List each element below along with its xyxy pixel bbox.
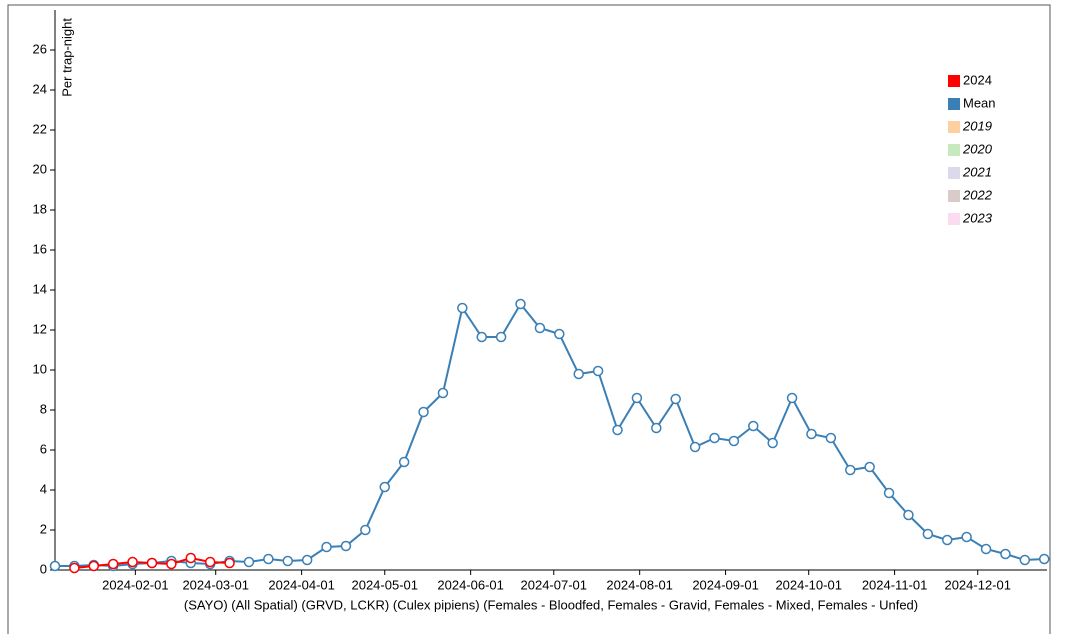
y-tick-label: 0	[40, 561, 47, 576]
data-point	[107, 558, 119, 570]
legend-label: 2020	[962, 141, 993, 156]
data-point	[398, 456, 410, 468]
legend-label: Mean	[963, 95, 996, 110]
data-point	[728, 435, 740, 447]
y-tick-label: 4	[40, 481, 47, 496]
y-tick-label: 22	[33, 121, 47, 136]
legend-swatch	[948, 213, 960, 225]
data-point	[1000, 548, 1011, 560]
data-point	[515, 298, 526, 310]
data-point	[980, 543, 992, 555]
data-point	[166, 558, 177, 570]
data-point	[69, 562, 80, 574]
data-point	[903, 509, 914, 521]
data-point	[1038, 553, 1050, 565]
y-tick-label: 12	[33, 321, 47, 336]
frame	[7, 4, 1051, 634]
data-point	[864, 461, 875, 473]
y-tick-label: 14	[33, 281, 47, 296]
series-line	[55, 302, 1045, 568]
data-point	[321, 541, 332, 553]
y-tick-label: 10	[33, 361, 47, 376]
data-point	[825, 432, 837, 444]
y-tick-label: 20	[33, 161, 47, 176]
x-tick-label: 2024-10-01	[775, 577, 842, 592]
data-point	[360, 524, 371, 536]
data-point	[340, 540, 352, 552]
legend-label: 2023	[962, 210, 993, 225]
data-point	[554, 328, 565, 340]
data-point	[185, 552, 197, 564]
y-tick-label: 6	[40, 441, 47, 456]
legend-swatch	[948, 190, 960, 202]
legend-swatch	[948, 98, 960, 110]
data-point	[631, 392, 643, 404]
data-point	[651, 422, 662, 434]
legend-swatch	[948, 75, 960, 87]
data-point	[709, 432, 720, 444]
data-point	[243, 556, 255, 568]
x-tick-label: 2024-08-01	[606, 577, 673, 592]
data-point	[495, 331, 507, 343]
data-point	[204, 556, 216, 568]
y-tick-label: 2	[40, 521, 47, 536]
y-axis-label: Per trap-night	[59, 18, 74, 97]
data-point	[748, 420, 759, 432]
x-axis-label: (SAYO) (All Spatial) (GRVD, LCKR) (Culex…	[184, 597, 918, 612]
legend-label: 2019	[962, 118, 992, 133]
data-point	[224, 557, 235, 569]
y-tick-label: 8	[40, 401, 47, 416]
y-tick-label: 26	[33, 41, 47, 56]
legend-label: 2022	[962, 187, 993, 202]
x-tick-label: 2024-07-01	[521, 577, 588, 592]
x-tick-label: 2024-04-01	[268, 577, 335, 592]
data-point	[1019, 554, 1031, 566]
data-point	[379, 481, 390, 493]
x-tick-label: 2024-09-01	[692, 577, 759, 592]
data-point	[845, 464, 856, 476]
data-point	[418, 406, 429, 418]
data-point	[457, 302, 468, 314]
data-point	[883, 487, 895, 499]
x-tick-label: 2024-06-01	[437, 577, 504, 592]
data-point	[127, 556, 138, 568]
y-tick-label: 18	[33, 201, 47, 216]
data-point	[146, 557, 158, 569]
data-point	[941, 534, 953, 546]
y-tick-label: 16	[33, 241, 47, 256]
data-point	[806, 428, 817, 440]
x-tick-label: 2024-05-01	[351, 577, 418, 592]
x-tick-label: 2024-03-01	[182, 577, 249, 592]
data-point	[437, 387, 449, 399]
data-point	[263, 553, 274, 565]
data-point	[476, 331, 487, 343]
data-point	[282, 555, 294, 567]
data-point	[767, 437, 778, 449]
x-tick-label: 2024-02-01	[102, 577, 169, 592]
data-point	[922, 528, 934, 540]
data-point	[689, 441, 701, 453]
data-point	[592, 365, 604, 377]
data-point	[49, 560, 61, 572]
legend-label: 2024	[963, 72, 992, 87]
data-point	[612, 424, 623, 436]
data-point	[786, 392, 798, 404]
data-point	[961, 531, 972, 543]
x-tick-label: 2024-11-01	[862, 577, 928, 592]
legend-swatch	[948, 167, 960, 179]
legend-swatch	[948, 144, 960, 156]
data-point	[534, 322, 546, 334]
x-tick-label: 2024-12-01	[944, 577, 1011, 592]
legend-swatch	[948, 121, 960, 133]
y-tick-label: 24	[33, 81, 47, 96]
legend-label: 2021	[962, 164, 992, 179]
data-point	[301, 554, 313, 566]
data-point	[670, 393, 681, 405]
data-point	[573, 368, 584, 380]
data-point	[88, 560, 100, 572]
